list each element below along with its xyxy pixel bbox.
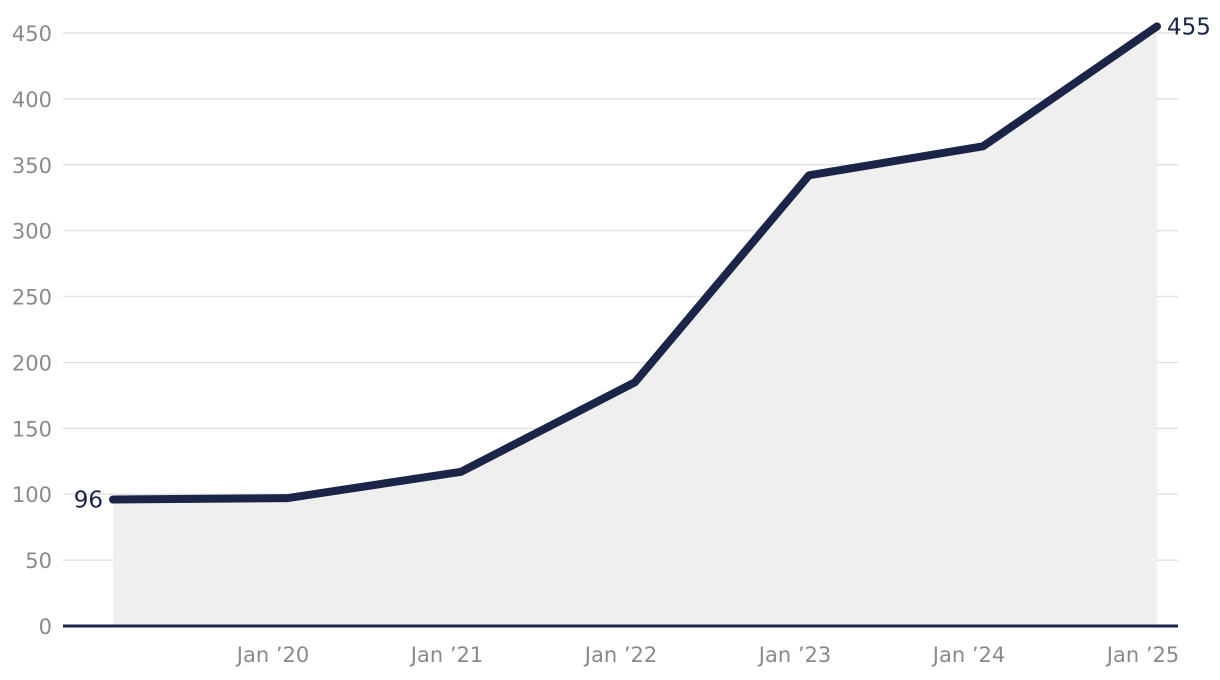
first-value-label: 96 xyxy=(74,487,103,513)
x-tick-label: Jan ’25 xyxy=(1105,643,1179,667)
series-line xyxy=(109,22,1161,504)
x-tick-label: Jan ’21 xyxy=(409,643,483,667)
y-tick-label: 0 xyxy=(39,615,52,639)
x-tick-label: Jan ’20 xyxy=(235,643,309,667)
y-tick-label: 450 xyxy=(12,22,52,46)
y-tick-label: 200 xyxy=(12,351,52,375)
series-area xyxy=(113,26,1157,626)
x-tick-label: Jan ’23 xyxy=(757,643,831,667)
x-axis: Jan ’20 Jan ’21 Jan ’22 Jan ’23 Jan ’24 Jan ’… xyxy=(235,643,1179,667)
y-tick-label: 250 xyxy=(12,286,52,310)
y-tick-label: 50 xyxy=(25,549,52,573)
gridlines xyxy=(63,32,1178,561)
y-axis: 0 50 100 150 200 250 300 350 400 450 xyxy=(12,22,52,639)
y-tick-label: 300 xyxy=(12,220,52,244)
y-tick-label: 350 xyxy=(12,154,52,178)
last-value-label: 455 xyxy=(1167,14,1211,40)
x-tick-label: Jan ’24 xyxy=(931,643,1005,667)
x-tick-label: Jan ’22 xyxy=(583,643,657,667)
y-tick-label: 150 xyxy=(12,417,52,441)
y-tick-label: 100 xyxy=(12,483,52,507)
y-tick-label: 400 xyxy=(12,88,52,112)
